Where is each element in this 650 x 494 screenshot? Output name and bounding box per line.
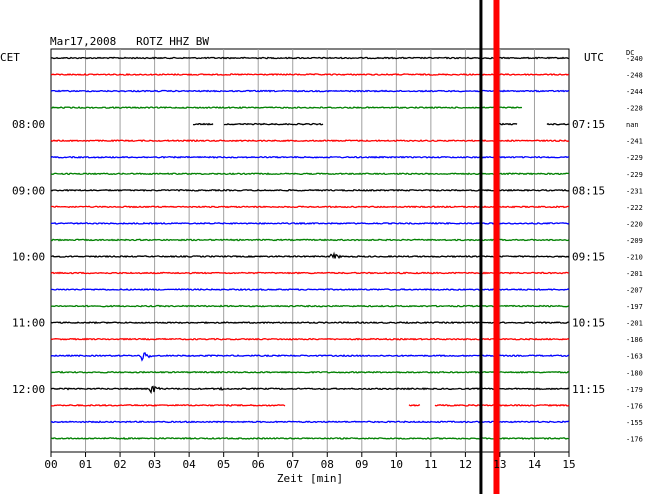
seismic-trace [50, 72, 570, 77]
dc-offset-label: -186 [626, 336, 643, 344]
dc-offset-label: -248 [626, 72, 643, 80]
x-tick-label: 02 [113, 458, 126, 471]
utc-hour-label: 07:15 [572, 118, 605, 131]
dc-offset-label: -176 [626, 435, 643, 443]
seismic-trace [50, 288, 570, 292]
dc-offset-label: -201 [626, 320, 643, 328]
seismic-trace [50, 337, 570, 341]
cet-hour-label: 12:00 [12, 383, 45, 396]
markers [479, 0, 500, 494]
x-tick-label: 04 [183, 458, 197, 471]
dc-offset-label: -209 [626, 237, 643, 245]
dc-header-label: DC [626, 49, 634, 57]
seismic-trace [50, 106, 523, 110]
x-tick-label: 03 [148, 458, 161, 471]
cet-hour-label: 11:00 [12, 317, 45, 330]
x-tick-label: 11 [424, 458, 437, 471]
seismic-trace [50, 420, 570, 424]
seismic-trace [50, 403, 570, 407]
x-tick-label: 07 [286, 458, 299, 471]
chart-title: Mar17,2008 ROTZ HHZ BW [50, 35, 209, 48]
x-tick-label: 00 [44, 458, 57, 471]
dc-offset-label: -155 [626, 419, 643, 427]
seismic-trace [50, 436, 570, 440]
seismic-trace [50, 139, 570, 143]
seismic-trace [50, 251, 570, 260]
dc-offset-label: -207 [626, 287, 643, 295]
dc-offset-label: -176 [626, 402, 643, 410]
dc-offset-label: -163 [626, 353, 643, 361]
seismic-trace [50, 238, 570, 242]
dc-offset-label: -228 [626, 105, 643, 113]
x-tick-label: 13 [493, 458, 506, 471]
dc-offset-label: -222 [626, 204, 643, 212]
utc-hour-label: 09:15 [572, 250, 605, 263]
seismic-trace [50, 321, 570, 325]
seismic-trace [50, 352, 570, 362]
x-tick-label: 09 [355, 458, 368, 471]
seismic-trace [50, 89, 570, 93]
utc-hour-label: 08:15 [572, 184, 605, 197]
seismic-trace [50, 370, 570, 374]
seismic-trace [50, 271, 570, 275]
seismic-trace [51, 221, 570, 225]
plot-frame [50, 48, 570, 453]
row-labels: -240 -248 -244 -228 08:00 07:15 nan -241 -229 -22… [12, 55, 643, 443]
seismic-trace [50, 304, 570, 308]
dc-offset-label: -197 [626, 303, 643, 311]
dc-offset-label: -241 [626, 138, 643, 146]
x-tick-label: 01 [79, 458, 92, 471]
seismic-trace [50, 205, 570, 209]
utc-hour-label: 11:15 [572, 383, 605, 396]
x-tick-label: 05 [217, 458, 230, 471]
grid [85, 49, 535, 452]
dc-offset-label: -244 [626, 88, 643, 96]
x-tick-label: 12 [459, 458, 472, 471]
dc-offset-label: -180 [626, 369, 643, 377]
dc-offset-label: -220 [626, 220, 643, 228]
utc-hour-label: 10:15 [572, 317, 605, 330]
dc-offset-label: -201 [626, 270, 643, 278]
x-axis-label: Zeit [min] [277, 472, 343, 485]
x-tick-label: 06 [252, 458, 265, 471]
dc-offset-label: -210 [626, 253, 643, 261]
cet-hour-label: 09:00 [12, 184, 45, 197]
seismic-trace [50, 56, 570, 60]
dc-offset-label: -231 [626, 187, 643, 195]
dc-offset-label: nan [626, 121, 639, 129]
seismic-trace [50, 188, 570, 192]
dc-offset-label: -179 [626, 386, 643, 394]
x-tick-label: 10 [390, 458, 403, 471]
seismic-trace [50, 385, 570, 395]
seismic-trace [192, 122, 570, 126]
cet-hour-label: 08:00 [12, 118, 45, 131]
cet-hour-label: 10:00 [12, 250, 45, 263]
x-tick-label: 14 [528, 458, 542, 471]
traces [50, 56, 570, 440]
x-tick-label: 08 [321, 458, 334, 471]
dc-offset-label: -240 [626, 55, 643, 63]
seismic-trace [50, 155, 570, 159]
left-timezone-label: CET [0, 51, 20, 64]
dc-offset-label: -229 [626, 171, 643, 179]
x-axis: 00 01 02 03 04 05 06 07 08 09 10 11 12 13 14 15 [44, 452, 576, 471]
right-timezone-label: UTC [584, 51, 604, 64]
x-tick-label: 15 [562, 458, 575, 471]
dc-offset-label: -229 [626, 154, 643, 162]
seismic-trace [50, 172, 570, 176]
